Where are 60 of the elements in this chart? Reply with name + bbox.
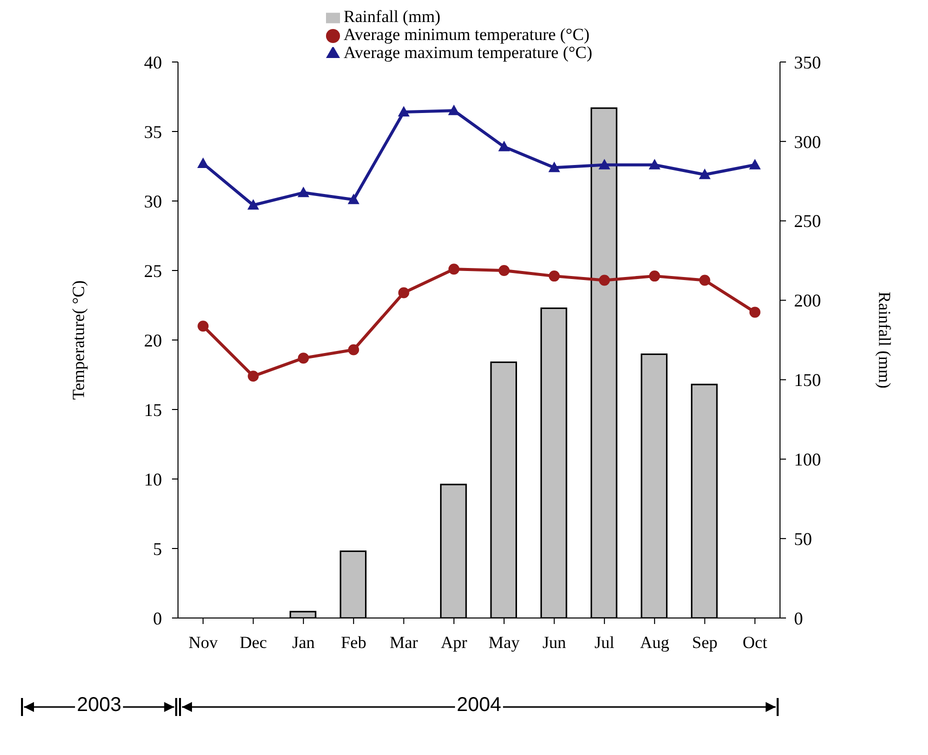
- y-tick-label: 35: [144, 122, 162, 142]
- point: [548, 162, 560, 172]
- y2-tick-label: 0: [794, 608, 803, 628]
- y2-tick-label: 100: [794, 450, 821, 470]
- point: [248, 200, 259, 210]
- x-tick-label: Jul: [594, 633, 615, 652]
- point: [198, 320, 209, 332]
- point: [248, 370, 259, 382]
- x-tick-label: May: [488, 633, 520, 652]
- x-tick-label: Jan: [292, 633, 316, 652]
- point: [448, 105, 460, 116]
- y-tick-label: 10: [144, 469, 162, 490]
- y-tick-label: 20: [144, 330, 162, 350]
- legend-label: Rainfall (mm): [344, 7, 440, 26]
- point: [649, 159, 660, 170]
- legend-label: Average maximum temperature (°C): [344, 43, 592, 62]
- point: [398, 287, 410, 298]
- x-tick-label: Sep: [692, 633, 718, 652]
- x-tick-label: Aug: [640, 633, 670, 652]
- point: [649, 270, 660, 282]
- point: [699, 274, 710, 286]
- y-tick-label: 30: [144, 191, 162, 212]
- point: [448, 264, 460, 275]
- point: [498, 141, 510, 152]
- point: [749, 306, 760, 318]
- point: [298, 352, 309, 364]
- y2-tick-label: 350: [794, 52, 821, 72]
- x-tick-label: Oct: [742, 633, 768, 652]
- text: 2004: [454, 694, 504, 716]
- point: [348, 344, 360, 356]
- x-tick-label: Feb: [340, 633, 366, 652]
- y-tick-label: 40: [144, 52, 162, 72]
- y-tick-label: 0: [153, 608, 162, 628]
- x-tick-label: Apr: [440, 633, 468, 652]
- point: [598, 159, 610, 170]
- point: [298, 187, 309, 198]
- y2-tick-label: 200: [794, 290, 821, 311]
- legend-label: Average minimum temperature (°C): [344, 25, 590, 44]
- point: [198, 158, 209, 168]
- point: [348, 194, 360, 204]
- x-tick-label: Nov: [188, 633, 218, 652]
- y2-tick-label: 300: [794, 132, 821, 152]
- x-tick-label: Mar: [390, 633, 418, 652]
- y-axis-title: Temperature( °C): [69, 280, 88, 400]
- point: [398, 106, 410, 117]
- x-tick-label: Jun: [542, 633, 567, 652]
- y2-tick-label: 150: [794, 370, 821, 390]
- y2-tick-label: 50: [794, 528, 812, 549]
- point: [749, 159, 760, 170]
- y-tick-label: 5: [153, 538, 162, 559]
- point: [548, 270, 560, 282]
- text: 2003: [74, 694, 124, 716]
- point: [699, 169, 710, 180]
- x-tick-label: Dec: [240, 633, 268, 652]
- point: [498, 265, 510, 276]
- y-tick-label: 25: [144, 260, 162, 281]
- y-tick-label: 15: [144, 400, 162, 420]
- y2-tick-label: 250: [794, 211, 821, 232]
- y2-axis-title: Rainfall (mm): [874, 292, 894, 388]
- point: [598, 274, 610, 286]
